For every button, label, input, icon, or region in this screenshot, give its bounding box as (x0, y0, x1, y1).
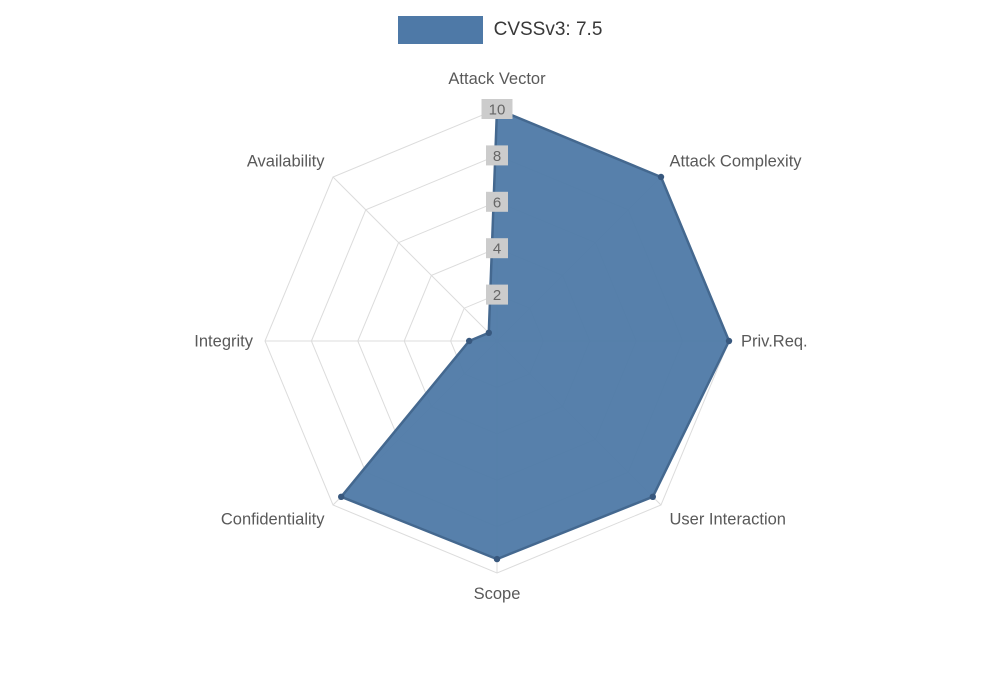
axis-label-integrity: Integrity (194, 333, 253, 351)
tick-label-10: 10 (489, 102, 506, 119)
axis-label-priv-req: Priv.Req. (741, 333, 808, 351)
data-point-scope[interactable] (493, 555, 501, 563)
tick-label-6: 6 (493, 194, 501, 211)
axis-label-user-interaction: User Interaction (670, 511, 786, 529)
legend[interactable]: CVSSv3: 7.5 (0, 16, 1000, 44)
axis-label-attack-vector: Attack Vector (448, 70, 546, 88)
legend-swatch (397, 16, 483, 44)
data-point-priv-req[interactable] (725, 337, 733, 345)
tick-backdrop-4 (486, 238, 508, 259)
axis-label-attack-complexity: Attack Complexity (670, 153, 803, 171)
axis-line-availability (332, 176, 498, 342)
axis-label-scope: Scope (474, 585, 521, 603)
tick-backdrop-8 (486, 145, 508, 166)
axis-label-confidentiality: Confidentiality (221, 511, 325, 529)
tick-label-8: 8 (493, 148, 501, 165)
tick-backdrop-10 (481, 99, 513, 119)
tick-label-4: 4 (493, 241, 501, 258)
data-point-confidentiality[interactable] (338, 493, 345, 500)
tick-label-2: 2 (493, 287, 501, 304)
legend-label: CVSSv3: 7.5 (493, 19, 603, 40)
data-point-availability[interactable] (485, 329, 492, 336)
data-point-integrity[interactable] (466, 337, 473, 345)
tick-backdrop-2 (486, 284, 508, 305)
tick-backdrop-6 (486, 191, 508, 212)
axis-label-availability: Availability (247, 153, 325, 171)
data-polygon (339, 107, 731, 561)
data-point-attack-complexity[interactable] (657, 173, 665, 181)
data-point-user-interaction[interactable] (649, 493, 656, 500)
